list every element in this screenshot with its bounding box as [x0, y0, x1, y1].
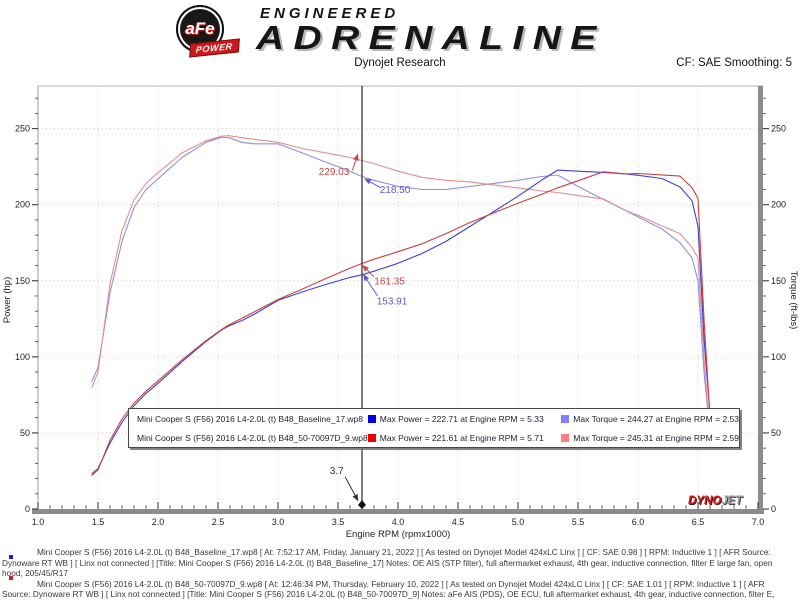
engineered-wordmark: ENGINEERED [260, 5, 400, 22]
annotation-arrowhead-icon [362, 264, 369, 272]
legend-row-baseline: Mini Cooper S (F56) 2016 L4-2.0L (t) B48… [129, 409, 739, 428]
x-tick-label: 1.0 [32, 517, 45, 527]
legend-box[interactable]: Mini Cooper S (F56) 2016 L4-2.0L (t) B48… [128, 408, 740, 448]
annotation-arrowhead-icon [352, 493, 359, 502]
power-swatch-icon [367, 414, 376, 423]
x-tick-label: 6.5 [692, 517, 705, 527]
x-tick-label: 5.0 [512, 517, 525, 527]
legend-file-name: Mini Cooper S (F56) 2016 L4-2.0L (t) B48… [137, 432, 368, 443]
legend-max-torque: Max Torque = 245.31 at Engine RPM = 2.59 [573, 432, 739, 443]
afe-badge-label: aFe [185, 19, 215, 38]
annotation-arrow [344, 476, 356, 496]
series-curve [91, 169, 711, 475]
x-tick-label: 6.0 [632, 517, 645, 527]
annotation-arrow [366, 269, 375, 278]
legend-max-power: Max Power = 222.71 at Engine RPM = 5.33 [379, 413, 544, 424]
x-axis-bar [32, 509, 764, 514]
y-tick-label-right: 250 [771, 124, 786, 134]
dynojet-logo-jet: JET [721, 495, 743, 507]
x-tick-label: 1.5 [92, 517, 105, 527]
y-tick-label-right: 0 [771, 504, 776, 514]
x-tick-label: 4.5 [452, 517, 465, 527]
chart-title: Dynojet Research [354, 57, 446, 69]
run-notes: Mini Cooper S (F56) 2016 L4-2.0L (t) B48… [0, 547, 798, 600]
annotation-value-label: 3.7 [330, 466, 344, 477]
cursor-marker-icon[interactable] [358, 500, 366, 509]
y-tick-label-right: 200 [771, 200, 786, 210]
y-tick-label-right: 50 [771, 428, 781, 438]
adrenaline-wordmark: ADRENALINE [256, 19, 606, 56]
x-tick-label: 3.0 [272, 517, 285, 527]
legend-row-afe: Mini Cooper S (F56) 2016 L4-2.0L (t) B48… [129, 428, 739, 447]
x-tick-label: 3.5 [332, 517, 345, 527]
y-tick-label-left: 150 [15, 276, 30, 286]
y-axis-title-right: Torque (ft-lbs) [788, 271, 799, 330]
y-tick-label-left: 0 [25, 504, 30, 514]
annotation-arrow [366, 279, 379, 297]
afe-power-logo: aFe POWER ENGINEERED ADRENALINE [170, 4, 640, 58]
x-axis-title: Engine RPM (rpmx1000) [346, 529, 451, 540]
annotation-arrowhead-icon [362, 273, 370, 282]
run1-marker-icon [9, 555, 13, 559]
series-curve [91, 135, 711, 437]
annotation-arrow [369, 181, 382, 189]
y-tick-label-right: 100 [771, 352, 786, 362]
smoothing-setting-label: CF: SAE Smoothing: 5 [676, 57, 792, 69]
y-tick-label-left: 50 [20, 428, 30, 438]
legend-file-name: Mini Cooper S (F56) 2016 L4-2.0L (t) B48… [137, 413, 364, 424]
legend-max-power: Max Power = 221.61 at Engine RPM = 5.71 [379, 432, 544, 443]
annotation-arrowhead-icon [364, 178, 372, 185]
x-tick-label: 5.5 [572, 517, 585, 527]
x-tick-label: 2.0 [152, 517, 165, 527]
annotation-value-label: 153.91 [377, 296, 408, 307]
annotation-value-label: 218.50 [380, 185, 411, 196]
torque-swatch-icon [561, 433, 570, 442]
y-tick-label-left: 100 [15, 352, 30, 362]
y-tick-label-right: 150 [771, 276, 786, 286]
dynojet-logo-dyno: DYNO [688, 495, 722, 507]
power-swatch-icon [367, 433, 376, 442]
annotation-value-label: 161.35 [374, 277, 405, 288]
annotation-arrowhead-icon [353, 153, 359, 162]
run2-marker-icon [9, 576, 13, 580]
y-tick-label-left: 200 [15, 200, 30, 210]
annotation-value-label: 229.03 [319, 167, 350, 178]
torque-swatch-icon [561, 414, 570, 423]
run1-note: Mini Cooper S (F56) 2016 L4-2.0L (t) B48… [2, 547, 773, 579]
x-tick-label: 4.0 [392, 517, 405, 527]
series-curve [91, 136, 711, 434]
y-tick-label-left: 250 [15, 124, 30, 134]
annotation-arrow [351, 160, 357, 171]
right-axis-bar [758, 86, 763, 514]
legend-max-torque: Max Torque = 244.27 at Engine RPM = 2.53 [573, 413, 739, 424]
x-tick-label: 7.0 [752, 517, 765, 527]
series-curve [91, 171, 711, 476]
run2-note: Mini Cooper S (F56) 2016 L4-2.0L (t) B48… [2, 578, 775, 600]
y-axis-title-left: Power (hp) [2, 277, 13, 323]
x-tick-label: 2.5 [212, 517, 225, 527]
dynojet-logo: DYNOJET [688, 495, 742, 507]
